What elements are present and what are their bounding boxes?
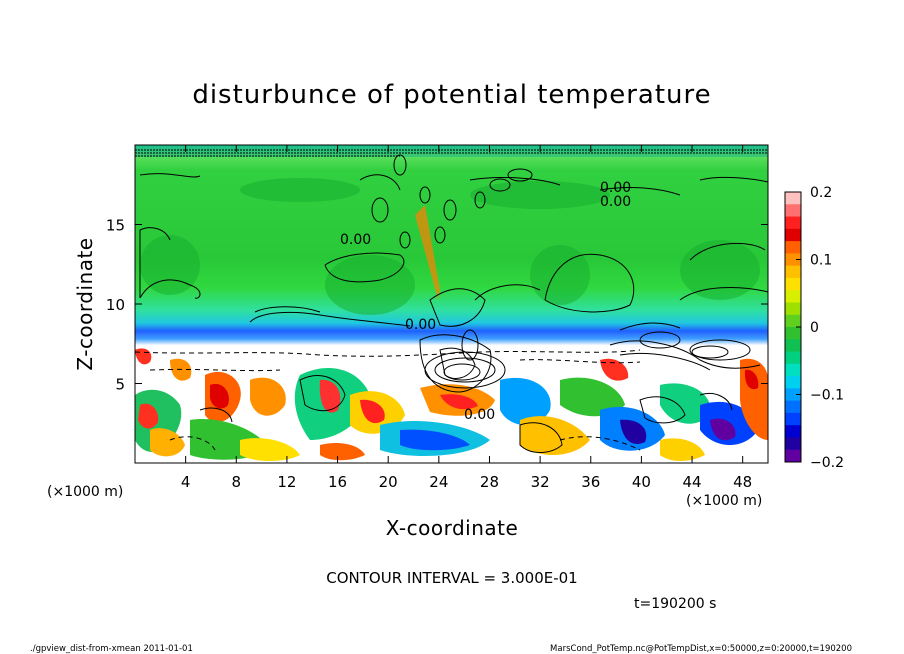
colorbar-swatch	[785, 277, 801, 291]
colorbar-tick-label: −0.2	[810, 455, 844, 471]
footer-right: MarsCond_PotTemp.nc@PotTempDist,x=0:5000…	[550, 644, 852, 654]
colorbar-tick-label: 0.1	[810, 253, 832, 269]
x-axis-label: X-coordinate	[386, 516, 519, 540]
colorbar-swatch	[785, 363, 801, 377]
colorbar-swatch	[785, 204, 801, 218]
contour-label: 0.00	[340, 232, 371, 248]
colorbar-swatch	[785, 376, 801, 389]
top-edge-contours	[135, 149, 768, 157]
contour-dashed	[135, 349, 641, 451]
x-tick-label: 28	[480, 473, 499, 491]
colorbar-swatch	[785, 339, 801, 353]
contour-label: 0.00	[600, 194, 631, 210]
time-stamp: t=190200 s	[634, 596, 716, 612]
top-band	[135, 145, 768, 157]
x-ticks: 4 8 12 16 20 24 28 32 36 40 44 48	[181, 145, 752, 491]
contour-label: 0.00	[405, 317, 436, 333]
colorbar-swatch	[785, 265, 801, 279]
colorbar-swatch	[785, 302, 801, 316]
colorbar-swatch	[785, 425, 801, 438]
y-tick-label: 5	[115, 376, 125, 394]
x-axis-unit: (×1000 m)	[686, 493, 762, 509]
x-tick-label: 48	[733, 473, 752, 491]
colorbar-swatch	[785, 192, 801, 205]
lower-turbulence	[135, 348, 768, 461]
x-tick-label: 24	[429, 473, 448, 491]
contour-cluster	[371, 154, 751, 389]
x-tick-label: 8	[232, 473, 242, 491]
colorbar-swatch	[785, 228, 801, 242]
colorbar-swatch	[785, 400, 801, 414]
colorbar-swatch	[785, 290, 801, 303]
plot-area	[135, 145, 768, 463]
colorbar-swatch	[785, 216, 801, 230]
colorbar-swatch	[785, 241, 801, 254]
colorbar: 0.2 0.1 0 −0.1 −0.2	[784, 185, 844, 471]
colorbar-swatch	[785, 412, 801, 426]
colorbar-swatch	[785, 388, 801, 402]
contour-labels: 0.00 0.00 0.00 0.00 0.00	[340, 180, 631, 423]
colorbar-swatch	[785, 351, 801, 365]
x-tick-label: 32	[531, 473, 550, 491]
x-tick-label: 44	[682, 473, 701, 491]
colorbar-tick-label: 0.2	[810, 185, 832, 201]
x-tick-label: 4	[181, 473, 191, 491]
x-tick-label: 40	[632, 473, 651, 491]
x-tick-label: 36	[581, 473, 600, 491]
contour-label: 0.00	[464, 407, 495, 423]
colorbar-swatch	[785, 314, 801, 328]
plume-streak	[415, 205, 440, 300]
chart-title: disturbunce of potential temperature	[192, 80, 711, 110]
y-ticks: 5 10 15	[106, 217, 768, 394]
y-axis-label: Z-coordinate	[73, 237, 97, 370]
colorbar-swatch	[785, 437, 801, 451]
colorbar-swatch	[785, 327, 801, 340]
colorbar-swatch	[785, 449, 801, 463]
x-tick-label: 16	[328, 473, 347, 491]
green-patches	[140, 178, 760, 315]
contour-interval-note: CONTOUR INTERVAL = 3.000E-01	[326, 569, 577, 587]
x-tick-label: 20	[379, 473, 398, 491]
contour-lines	[139, 173, 768, 453]
x-tick-label: 12	[277, 473, 296, 491]
y-axis-unit: (×1000 m)	[47, 484, 123, 500]
y-tick-label: 15	[106, 217, 125, 235]
colorbar-swatch	[785, 253, 801, 267]
y-tick-label: 10	[106, 296, 125, 314]
contour-label: 0.00	[600, 180, 631, 196]
colorbar-tick-label: 0	[810, 320, 819, 336]
footer-left: ./gpview_dist-from-xmean 2011-01-01	[30, 644, 193, 654]
colorbar-tick-label: −0.1	[810, 388, 844, 404]
